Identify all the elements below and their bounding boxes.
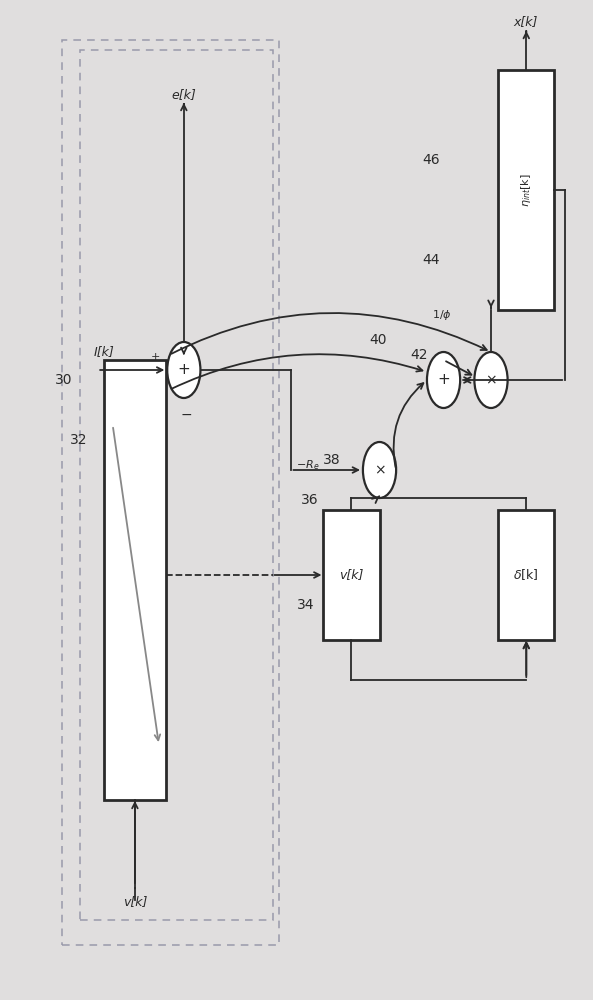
Text: −: − bbox=[181, 408, 193, 422]
Bar bbox=[498, 70, 554, 310]
Text: 38: 38 bbox=[323, 453, 341, 467]
Text: 40: 40 bbox=[369, 333, 387, 347]
Circle shape bbox=[363, 442, 396, 498]
Bar bbox=[62, 40, 279, 945]
Text: x[k]: x[k] bbox=[514, 15, 538, 28]
Text: $1/\phi$: $1/\phi$ bbox=[432, 308, 452, 322]
Text: 36: 36 bbox=[301, 493, 318, 507]
Text: $\eta_{int}$[k]: $\eta_{int}$[k] bbox=[519, 173, 533, 207]
Text: v[k]: v[k] bbox=[339, 568, 364, 582]
Circle shape bbox=[427, 352, 460, 408]
Bar bbox=[80, 50, 273, 920]
Text: 32: 32 bbox=[70, 433, 88, 447]
Text: 46: 46 bbox=[422, 153, 440, 167]
Bar bbox=[498, 510, 554, 640]
Text: 44: 44 bbox=[422, 253, 440, 267]
Text: 34: 34 bbox=[296, 598, 314, 612]
Bar bbox=[104, 360, 166, 800]
Circle shape bbox=[474, 352, 508, 408]
Text: +: + bbox=[151, 352, 160, 362]
Bar bbox=[323, 510, 380, 640]
Circle shape bbox=[167, 342, 200, 398]
Text: 42: 42 bbox=[410, 348, 428, 362]
Text: $-R_e$: $-R_e$ bbox=[296, 458, 320, 472]
Text: +: + bbox=[437, 372, 450, 387]
Text: $\delta$[k]: $\delta$[k] bbox=[514, 568, 539, 582]
Text: 30: 30 bbox=[55, 373, 72, 387]
Text: I[k]: I[k] bbox=[94, 346, 114, 359]
Text: e[k]: e[k] bbox=[171, 89, 196, 102]
Text: ×: × bbox=[374, 463, 385, 477]
Text: ×: × bbox=[485, 373, 497, 387]
Text: v[k]: v[k] bbox=[123, 896, 148, 908]
Text: +: + bbox=[177, 362, 190, 377]
